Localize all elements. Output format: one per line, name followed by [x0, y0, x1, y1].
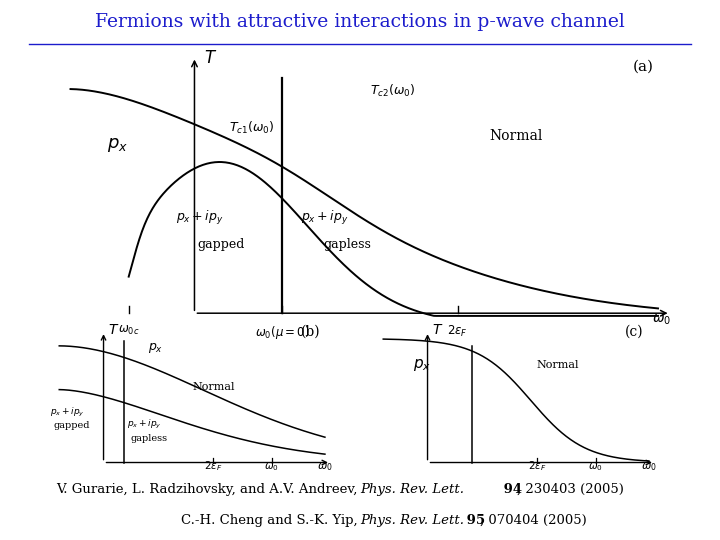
Text: $\omega_0$: $\omega_0$ [588, 461, 603, 473]
Text: 94: 94 [499, 483, 522, 496]
Text: $T_{c1}(\omega_0)$: $T_{c1}(\omega_0)$ [229, 120, 274, 137]
Text: , 230403 (2005): , 230403 (2005) [517, 483, 624, 496]
Text: $T$: $T$ [108, 323, 120, 337]
Text: $\omega_0$: $\omega_0$ [641, 461, 657, 473]
Text: $p_x$: $p_x$ [107, 137, 128, 154]
Text: $2\varepsilon_F$: $2\varepsilon_F$ [528, 459, 546, 473]
Text: Normal: Normal [537, 360, 580, 370]
Text: $p_x$: $p_x$ [413, 357, 431, 373]
Text: $T$: $T$ [432, 323, 444, 337]
Text: gapped: gapped [197, 238, 245, 252]
Text: Phys. Rev. Lett.: Phys. Rev. Lett. [360, 483, 464, 496]
Text: gapless: gapless [130, 434, 167, 443]
Text: $2\varepsilon_F$: $2\varepsilon_F$ [204, 459, 222, 473]
Text: Fermions with attractive interactions in p-wave channel: Fermions with attractive interactions in… [95, 12, 625, 31]
Text: V. Gurarie, L. Radzihovsky, and A.V. Andreev,: V. Gurarie, L. Radzihovsky, and A.V. And… [56, 483, 360, 496]
Text: $p_x$: $p_x$ [148, 341, 163, 355]
Text: (c): (c) [625, 325, 644, 339]
Text: $\omega_0$: $\omega_0$ [652, 313, 671, 327]
Text: gapped: gapped [53, 421, 90, 429]
Text: (a): (a) [633, 59, 654, 73]
Text: $p_x+ip_y$: $p_x+ip_y$ [127, 417, 162, 430]
Text: $T_{c2}(\omega_0)$: $T_{c2}(\omega_0)$ [370, 83, 415, 99]
Text: (b): (b) [301, 325, 321, 339]
Text: $p_x + ip_y$: $p_x + ip_y$ [301, 210, 348, 227]
Text: $\omega_0$: $\omega_0$ [317, 461, 333, 473]
Text: $T$: $T$ [204, 50, 217, 66]
Text: $\omega_0(\mu{=}0)$: $\omega_0(\mu{=}0)$ [255, 324, 310, 341]
Text: Normal: Normal [489, 130, 542, 144]
Text: $\omega_{0c}$: $\omega_{0c}$ [118, 324, 140, 337]
Text: C.-H. Cheng and S.-K. Yip,: C.-H. Cheng and S.-K. Yip, [181, 514, 360, 527]
Text: 95: 95 [462, 514, 485, 527]
Text: Normal: Normal [192, 382, 235, 392]
Text: $p_x+ip_y$: $p_x+ip_y$ [50, 406, 85, 419]
Text: Phys. Rev. Lett.: Phys. Rev. Lett. [360, 514, 464, 527]
Text: gapless: gapless [323, 238, 371, 252]
Text: $\omega_0$: $\omega_0$ [264, 461, 279, 473]
Text: $2\varepsilon_F$: $2\varepsilon_F$ [447, 324, 468, 339]
Text: , 070404 (2005): , 070404 (2005) [480, 514, 586, 527]
Text: $p_x + ip_y$: $p_x + ip_y$ [176, 210, 223, 227]
